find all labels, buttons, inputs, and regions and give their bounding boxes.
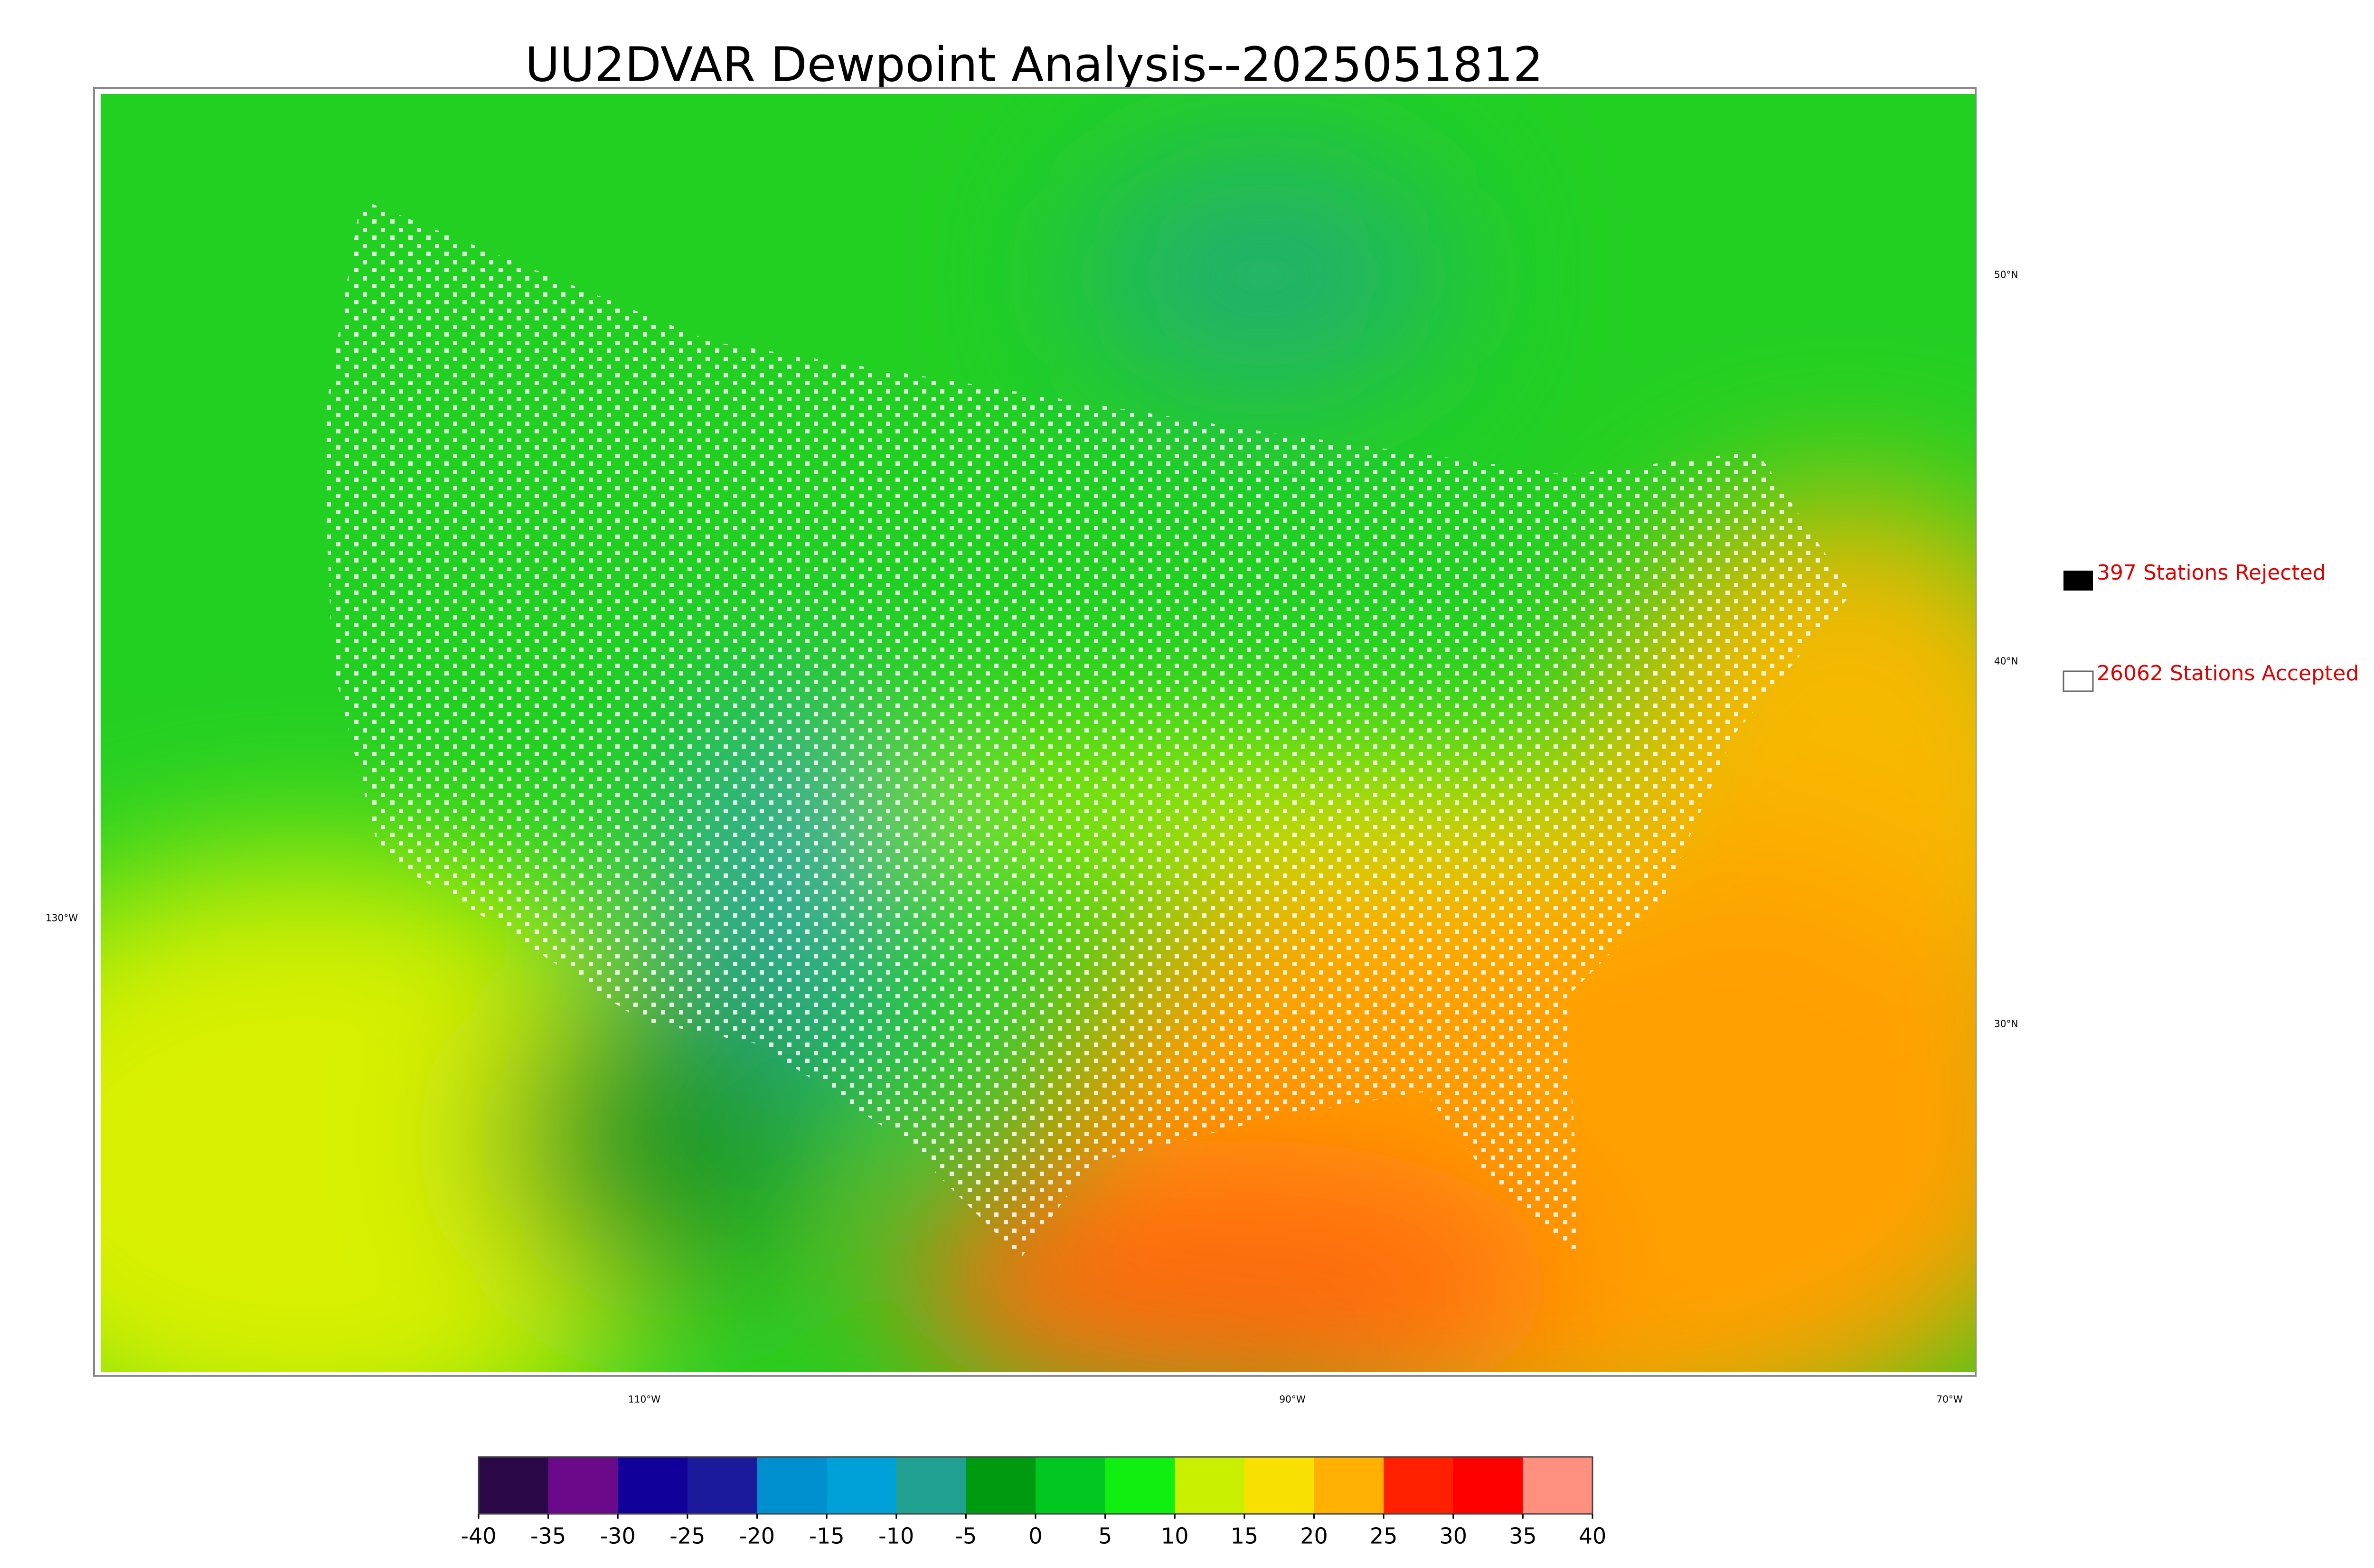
colorbar-tick-label: 30: [1439, 1523, 1467, 1549]
colorbar-tick-label: -15: [809, 1523, 845, 1549]
colorbar-segment: [1314, 1457, 1384, 1514]
field-region: [1073, 152, 1453, 399]
colorbar-segment: [1105, 1457, 1175, 1514]
colorbar-tick-label: -10: [878, 1523, 914, 1549]
colorbar-segment: [757, 1457, 827, 1514]
colorbar-segment: [827, 1457, 897, 1514]
colorbar-tick-label: -20: [739, 1523, 775, 1549]
field-region: [499, 973, 831, 1305]
colorbar-segment: [1175, 1457, 1245, 1514]
colorbar-tick-label: 5: [1098, 1523, 1112, 1549]
title: UU2DVAR Dewpoint Analysis--2025051812: [525, 37, 1543, 92]
colorbar-tick-label: 10: [1161, 1523, 1189, 1549]
legend-label: 26062 Stations Accepted: [2097, 661, 2359, 685]
station-dots: [323, 199, 1852, 1258]
colorbar-tick-label: 25: [1370, 1523, 1398, 1549]
colorbar-tick-label: -35: [530, 1523, 566, 1549]
lon-label: 130°W: [46, 912, 78, 924]
legend-swatch: [2063, 571, 2093, 591]
colorbar-tick-label: 0: [1028, 1523, 1042, 1549]
lat-label: 30°N: [1994, 1018, 2018, 1030]
colorbar-segment: [479, 1457, 549, 1514]
colorbar-segment: [1523, 1457, 1593, 1514]
colorbar-tick-label: 40: [1579, 1523, 1607, 1549]
colorbar-tick-label: -25: [669, 1523, 705, 1549]
legend-swatch: [2063, 670, 2094, 692]
colorbar-segment: [687, 1457, 757, 1514]
colorbar-segment: [1453, 1457, 1523, 1514]
colorbar-tick-label: 15: [1231, 1523, 1259, 1549]
colorbar-segment: [966, 1457, 1036, 1514]
lon-label: 90°W: [1279, 1394, 1305, 1405]
colorbar-segment: [1244, 1457, 1314, 1514]
colorbar-segment: [618, 1457, 688, 1514]
lat-label: 40°N: [1994, 656, 2018, 667]
map-field: [101, 94, 1976, 1372]
lon-label: 70°W: [1936, 1394, 1962, 1405]
colorbar-tick-label: -30: [600, 1523, 636, 1549]
colorbar-tick-label: 20: [1300, 1523, 1328, 1549]
colorbar-segment: [1036, 1457, 1106, 1514]
legend-label: 397 Stations Rejected: [2097, 561, 2326, 585]
lon-label: 110°W: [628, 1394, 660, 1405]
colorbar-segment: [1384, 1457, 1454, 1514]
colorbar-tick-label: 35: [1509, 1523, 1537, 1549]
colorbar-segment: [896, 1457, 966, 1514]
colorbar-tick-label: -40: [461, 1523, 496, 1549]
colorbar-tick-label: -5: [955, 1523, 977, 1549]
colorbar-segment: [548, 1457, 618, 1514]
lat-label: 50°N: [1994, 269, 2018, 281]
